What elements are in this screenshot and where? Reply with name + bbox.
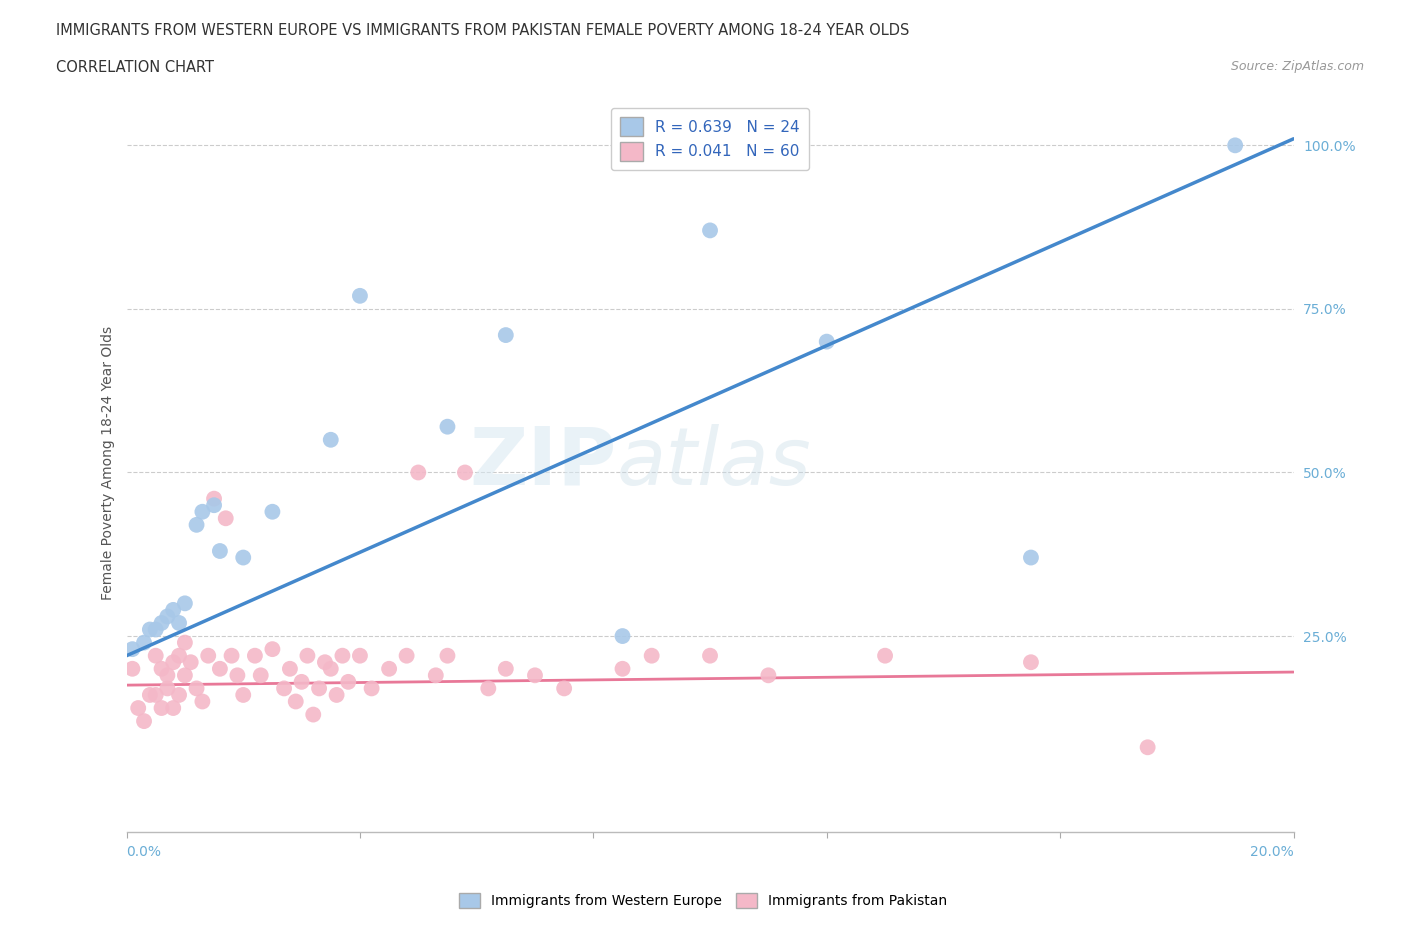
Point: [191, 504, 214, 519]
Point: [332, 648, 354, 663]
Point: [425, 668, 447, 683]
Point: [162, 603, 184, 618]
Point: [132, 635, 155, 650]
Point: [524, 668, 547, 683]
Point: [180, 655, 202, 670]
Point: [202, 491, 225, 506]
Point: [145, 687, 167, 702]
Point: [156, 681, 179, 696]
Point: [150, 661, 173, 676]
Text: atlas: atlas: [617, 424, 811, 501]
Point: [191, 694, 214, 709]
Point: [612, 661, 634, 676]
Point: [249, 668, 271, 683]
Y-axis label: Female Poverty Among 18-24 Year Olds: Female Poverty Among 18-24 Year Olds: [101, 326, 115, 600]
Point: [349, 288, 371, 303]
Point: [319, 661, 342, 676]
Point: [436, 648, 458, 663]
Point: [139, 622, 162, 637]
Point: [121, 642, 143, 657]
Point: [156, 668, 179, 683]
Point: [262, 504, 284, 519]
Point: [145, 622, 167, 637]
Text: IMMIGRANTS FROM WESTERN EUROPE VS IMMIGRANTS FROM PAKISTAN FEMALE POVERTY AMONG : IMMIGRANTS FROM WESTERN EUROPE VS IMMIGR…: [56, 23, 910, 38]
Point: [699, 223, 721, 238]
Point: [156, 609, 179, 624]
Point: [202, 498, 225, 512]
Point: [150, 616, 173, 631]
Point: [640, 648, 664, 663]
Point: [325, 687, 347, 702]
Point: [699, 648, 721, 663]
Point: [150, 700, 173, 715]
Point: [186, 681, 208, 696]
Point: [349, 648, 371, 663]
Point: [756, 668, 779, 683]
Point: [1136, 740, 1159, 755]
Point: [1019, 655, 1042, 670]
Point: [262, 642, 284, 657]
Point: [226, 668, 249, 683]
Point: [174, 635, 197, 650]
Point: [145, 648, 167, 663]
Legend: Immigrants from Western Europe, Immigrants from Pakistan: Immigrants from Western Europe, Immigran…: [454, 887, 952, 914]
Text: 20.0%: 20.0%: [1250, 845, 1294, 859]
Point: [243, 648, 266, 663]
Point: [162, 700, 184, 715]
Legend: R = 0.639   N = 24, R = 0.041   N = 60: R = 0.639 N = 24, R = 0.041 N = 60: [612, 108, 808, 170]
Point: [174, 668, 197, 683]
Point: [495, 661, 517, 676]
Point: [477, 681, 499, 696]
Point: [121, 661, 143, 676]
Point: [1223, 138, 1246, 153]
Point: [308, 681, 330, 696]
Point: [221, 648, 243, 663]
Point: [186, 517, 208, 532]
Text: ZIP: ZIP: [470, 424, 617, 501]
Point: [162, 655, 184, 670]
Point: [553, 681, 575, 696]
Point: [284, 694, 307, 709]
Point: [297, 648, 319, 663]
Point: [232, 551, 254, 565]
Point: [132, 713, 155, 728]
Point: [215, 511, 238, 525]
Point: [208, 661, 231, 676]
Point: [378, 661, 401, 676]
Point: [167, 616, 190, 631]
Point: [174, 596, 197, 611]
Text: Source: ZipAtlas.com: Source: ZipAtlas.com: [1230, 60, 1364, 73]
Point: [197, 648, 219, 663]
Point: [495, 327, 517, 342]
Point: [408, 465, 430, 480]
Point: [612, 629, 634, 644]
Point: [139, 687, 162, 702]
Point: [360, 681, 382, 696]
Point: [273, 681, 295, 696]
Point: [290, 674, 312, 689]
Point: [232, 687, 254, 702]
Point: [319, 432, 342, 447]
Text: CORRELATION CHART: CORRELATION CHART: [56, 60, 214, 75]
Point: [302, 707, 325, 722]
Point: [815, 334, 838, 349]
Point: [127, 700, 149, 715]
Point: [278, 661, 301, 676]
Point: [314, 655, 336, 670]
Point: [167, 687, 190, 702]
Point: [436, 419, 458, 434]
Point: [208, 543, 231, 558]
Text: 0.0%: 0.0%: [127, 845, 162, 859]
Point: [875, 648, 897, 663]
Point: [395, 648, 418, 663]
Point: [337, 674, 360, 689]
Point: [1019, 551, 1042, 565]
Point: [167, 648, 190, 663]
Point: [454, 465, 477, 480]
